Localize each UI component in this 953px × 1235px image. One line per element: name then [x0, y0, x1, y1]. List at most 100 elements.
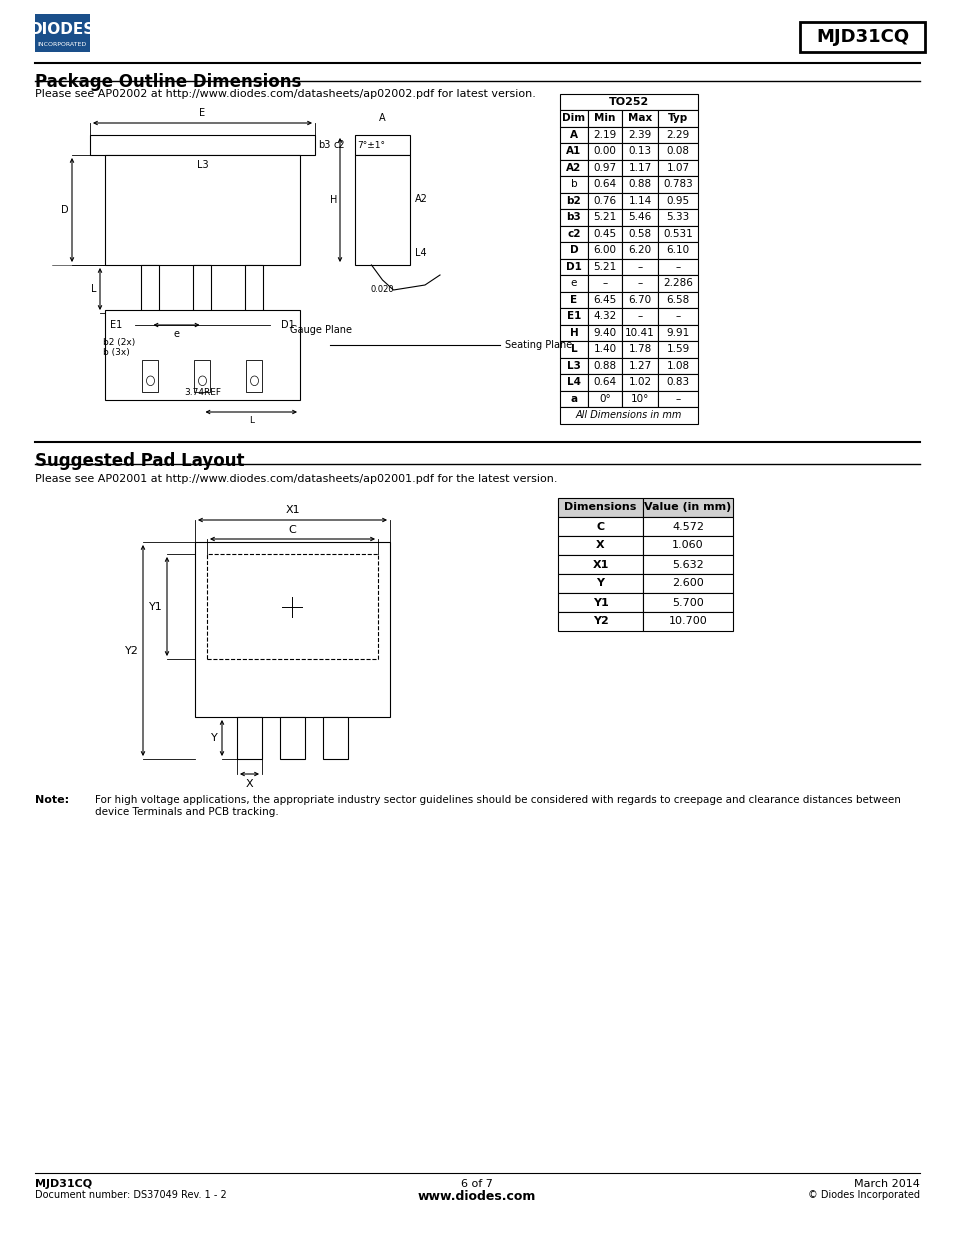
- Bar: [559, 94, 698, 110]
- Text: 6.10: 6.10: [666, 246, 689, 256]
- Bar: [658, 374, 698, 390]
- Text: 5.21: 5.21: [593, 212, 616, 222]
- Bar: [587, 258, 621, 275]
- Text: Y: Y: [211, 734, 218, 743]
- Text: L: L: [91, 284, 97, 294]
- Text: C: C: [596, 521, 604, 531]
- Text: 0.58: 0.58: [628, 228, 651, 238]
- Text: –: –: [637, 311, 642, 321]
- Bar: [559, 226, 587, 242]
- Text: –: –: [675, 262, 679, 272]
- Text: DIODES: DIODES: [30, 21, 95, 37]
- Text: 0.13: 0.13: [628, 146, 651, 157]
- Text: A1: A1: [566, 146, 581, 157]
- Text: A2: A2: [415, 194, 428, 204]
- Text: INCORPORATED: INCORPORATED: [38, 42, 87, 47]
- Bar: [194, 542, 390, 718]
- Bar: [587, 177, 621, 193]
- Bar: [558, 517, 642, 536]
- Bar: [559, 341, 587, 357]
- Bar: [587, 209, 621, 226]
- Bar: [658, 143, 698, 159]
- Bar: [559, 258, 587, 275]
- Text: L4: L4: [415, 248, 426, 258]
- Bar: [35, 14, 90, 52]
- Text: 0.783: 0.783: [662, 179, 692, 189]
- Text: 1.17: 1.17: [628, 163, 651, 173]
- Bar: [642, 517, 732, 536]
- Text: 6 of 7: 6 of 7: [460, 1179, 493, 1189]
- Bar: [194, 359, 211, 391]
- Bar: [621, 291, 658, 308]
- Text: MJD31CQ: MJD31CQ: [815, 28, 908, 46]
- Text: L3: L3: [196, 161, 208, 170]
- Bar: [658, 341, 698, 357]
- Bar: [587, 193, 621, 209]
- Text: Max: Max: [627, 114, 652, 124]
- Bar: [90, 135, 314, 156]
- Bar: [621, 258, 658, 275]
- Text: A2: A2: [566, 163, 581, 173]
- Text: 0.76: 0.76: [593, 196, 616, 206]
- Bar: [587, 159, 621, 177]
- Bar: [559, 193, 587, 209]
- Text: X1: X1: [285, 505, 299, 515]
- Text: 3.74REF: 3.74REF: [184, 388, 221, 396]
- Text: 1.02: 1.02: [628, 377, 651, 388]
- Bar: [658, 275, 698, 291]
- Text: b3: b3: [566, 212, 580, 222]
- Text: 6.00: 6.00: [593, 246, 616, 256]
- Bar: [642, 555, 732, 574]
- Text: 1.78: 1.78: [628, 345, 651, 354]
- Bar: [559, 357, 587, 374]
- Text: 10°: 10°: [630, 394, 648, 404]
- Bar: [621, 110, 658, 126]
- Bar: [621, 275, 658, 291]
- Text: e: e: [173, 329, 179, 338]
- Bar: [587, 126, 621, 143]
- Bar: [246, 359, 262, 391]
- Bar: [621, 177, 658, 193]
- Text: –: –: [637, 278, 642, 288]
- Text: 1.14: 1.14: [628, 196, 651, 206]
- Text: 2.600: 2.600: [672, 578, 703, 589]
- Bar: [280, 718, 305, 760]
- Text: Package Outline Dimensions: Package Outline Dimensions: [35, 73, 301, 91]
- Text: 1.07: 1.07: [666, 163, 689, 173]
- Text: Typ: Typ: [667, 114, 687, 124]
- Text: Note:: Note:: [35, 795, 69, 805]
- Text: MJD31CQ: MJD31CQ: [35, 1179, 92, 1189]
- Bar: [559, 143, 587, 159]
- Bar: [658, 308, 698, 325]
- Text: 1.060: 1.060: [672, 541, 703, 551]
- Bar: [587, 110, 621, 126]
- Bar: [800, 22, 924, 52]
- Bar: [236, 718, 262, 760]
- Bar: [355, 135, 410, 156]
- Text: For high voltage applications, the appropriate industry sector guidelines should: For high voltage applications, the appro…: [95, 795, 900, 816]
- Text: 6.20: 6.20: [628, 246, 651, 256]
- Bar: [559, 275, 587, 291]
- Text: D: D: [61, 205, 69, 215]
- Text: A: A: [378, 112, 385, 124]
- Text: H: H: [330, 195, 336, 205]
- Text: 1.27: 1.27: [628, 361, 651, 370]
- Bar: [193, 266, 212, 312]
- Bar: [559, 408, 698, 424]
- Text: –: –: [675, 394, 679, 404]
- Text: X: X: [596, 541, 604, 551]
- Bar: [642, 593, 732, 613]
- Bar: [642, 498, 732, 517]
- Bar: [587, 143, 621, 159]
- Bar: [658, 291, 698, 308]
- Text: 1.08: 1.08: [666, 361, 689, 370]
- Text: 9.40: 9.40: [593, 327, 616, 337]
- Text: 7°±1°: 7°±1°: [356, 141, 385, 149]
- Text: 0.97: 0.97: [593, 163, 616, 173]
- Text: 10.700: 10.700: [668, 616, 706, 626]
- Text: X: X: [246, 779, 253, 789]
- Bar: [558, 574, 642, 593]
- Bar: [558, 498, 642, 517]
- Text: © Diodes Incorporated: © Diodes Incorporated: [807, 1191, 919, 1200]
- Text: 2.286: 2.286: [662, 278, 692, 288]
